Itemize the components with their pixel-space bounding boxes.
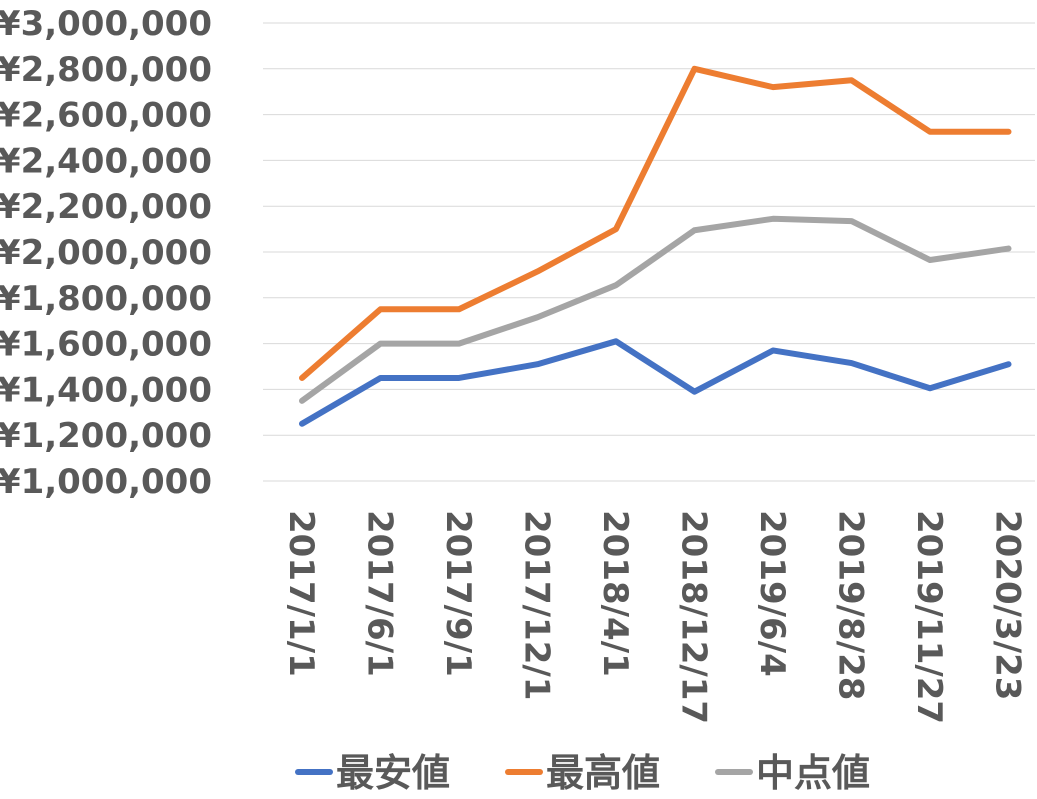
x-tick-label: 2019/8/28 (831, 510, 871, 700)
y-tick-label: ¥1,600,000 (0, 325, 212, 365)
x-tick-label: 2019/6/4 (752, 510, 792, 677)
y-tick-label: ¥1,400,000 (0, 370, 212, 410)
x-tick-label: 2018/12/17 (674, 510, 714, 724)
y-tick-label: ¥2,000,000 (0, 233, 212, 273)
series-line (299, 338, 1012, 427)
y-tick-label: ¥3,000,000 (0, 4, 212, 44)
y-tick-label: ¥1,000,000 (0, 462, 212, 502)
legend: 最安値 最高値 中点値 (295, 751, 870, 795)
x-tick-label: 2017/12/1 (517, 510, 557, 700)
y-tick-label: ¥1,800,000 (0, 279, 212, 319)
legend-label: 中点値 (756, 751, 870, 795)
y-tick-label: ¥2,400,000 (0, 141, 212, 181)
y-axis-tick-labels: ¥1,000,000 ¥1,200,000 ¥1,400,000 ¥1,600,000… (0, 4, 212, 502)
x-tick-label: 2017/9/1 (438, 510, 478, 677)
series-lines (299, 65, 1012, 427)
x-tick-label: 2017/6/1 (360, 510, 400, 677)
y-tick-label: ¥2,200,000 (0, 187, 212, 227)
x-tick-label: 2019/11/27 (909, 510, 949, 724)
y-tick-label: ¥2,600,000 (0, 96, 212, 136)
y-tick-label: ¥1,200,000 (0, 416, 212, 456)
x-tick-label: 2017/1/1 (281, 510, 321, 677)
series-line (299, 65, 1012, 381)
legend-label: 最安値 (336, 751, 450, 795)
x-axis-tick-labels: 2017/1/1 2017/6/1 2017/9/1 2017/12/1 2018/4/… (281, 510, 1028, 724)
gridlines (263, 22, 1035, 482)
x-tick-label: 2018/4/1 (595, 510, 635, 677)
x-tick-label: 2020/3/23 (988, 510, 1028, 700)
legend-label: 最高値 (546, 751, 660, 795)
y-tick-label: ¥2,800,000 (0, 50, 212, 90)
series-line (299, 215, 1012, 404)
